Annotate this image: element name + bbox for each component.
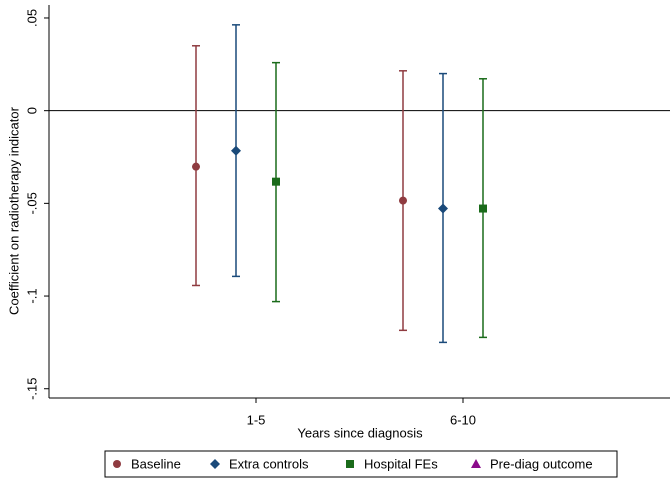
marker	[471, 459, 481, 468]
marker	[113, 460, 121, 468]
marker	[438, 203, 448, 214]
y-tick-label: 0	[24, 107, 39, 114]
legend-label: Baseline	[131, 456, 181, 471]
x-tick-label: 1-5	[247, 412, 266, 427]
marker	[272, 177, 280, 186]
legend-box	[104, 450, 618, 478]
y-tick-label: -.15	[24, 378, 39, 400]
marker	[192, 162, 200, 171]
marker	[210, 459, 220, 469]
marker	[479, 204, 487, 213]
y-tick-label: -.05	[24, 192, 39, 214]
x-axis-label: Years since diagnosis	[297, 425, 423, 440]
y-tick-label: .05	[24, 9, 39, 27]
marker	[346, 460, 354, 468]
legend: Baseline Extra controls Hospital FEs Pre-di…	[104, 450, 618, 478]
legend-label: Extra controls	[229, 456, 309, 471]
y-tick-label: -.1	[24, 288, 39, 303]
marker	[231, 145, 241, 156]
legend-label: Pre-diag outcome	[490, 456, 593, 471]
marker	[399, 196, 407, 205]
x-tick-label: 6-10	[450, 412, 476, 427]
legend-label: Hospital FEs	[364, 456, 438, 471]
y-axis-label: Coefficient on radiotherapy indicator	[6, 106, 21, 315]
